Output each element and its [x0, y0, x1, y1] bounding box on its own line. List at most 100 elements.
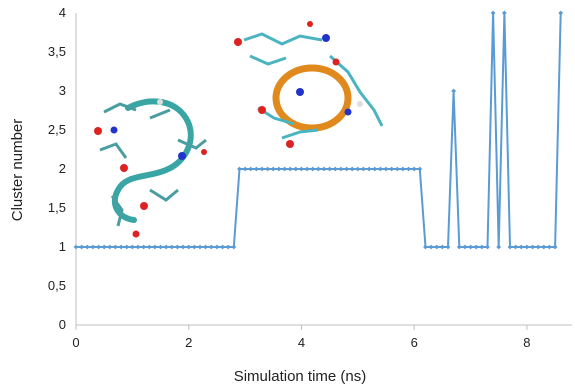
data-point-marker: [191, 244, 197, 250]
molecule-structure-image-left: [94, 98, 207, 238]
data-point-marker: [310, 166, 316, 172]
data-point-marker: [428, 244, 434, 250]
data-point-marker: [394, 166, 400, 172]
y-tick-label: 2: [59, 161, 66, 176]
data-point-marker: [338, 166, 344, 172]
data-point-marker: [118, 244, 124, 250]
data-point-marker: [315, 166, 321, 172]
plot-axes: [75, 13, 572, 326]
data-point-marker: [513, 244, 519, 250]
data-point-marker: [473, 244, 479, 250]
data-point-marker: [485, 244, 490, 250]
data-point-marker: [332, 166, 338, 172]
data-point-marker: [163, 244, 169, 250]
data-point-marker: [400, 166, 406, 172]
data-point-marker: [389, 166, 395, 172]
y-tick-label: 2,5: [48, 122, 66, 137]
y-tick-label: 1: [59, 239, 66, 254]
y-tick-label: 3: [59, 83, 66, 98]
data-point-marker: [90, 244, 96, 250]
data-point-marker: [287, 166, 293, 172]
data-point-marker: [344, 166, 349, 172]
data-point-marker: [355, 166, 361, 172]
data-point-marker: [293, 166, 299, 172]
data-point-marker: [231, 244, 237, 250]
data-point-marker: [248, 166, 254, 172]
data-point-marker: [445, 244, 451, 250]
data-point-marker: [276, 166, 282, 172]
data-point-marker: [377, 166, 383, 172]
data-point-marker: [349, 166, 355, 172]
data-point-marker: [524, 244, 530, 250]
data-point-marker: [73, 244, 79, 250]
y-tick-label: 3,5: [48, 44, 66, 59]
data-point-marker: [237, 166, 242, 172]
data-point-marker: [146, 244, 152, 250]
data-point-marker: [124, 244, 130, 250]
data-point-marker: [535, 244, 541, 250]
y-tick-label: 4: [59, 5, 66, 20]
data-point-marker: [366, 166, 372, 172]
data-point-marker: [265, 166, 271, 172]
data-point-marker: [530, 244, 535, 250]
data-point-marker: [242, 166, 248, 172]
data-point-marker: [501, 10, 507, 16]
x-tick-label: 6: [411, 335, 418, 350]
x-axis-title: Simulation time (ns): [234, 368, 367, 385]
data-point-marker: [152, 244, 158, 250]
x-axis-ticks: 0 2 4 6 8: [72, 325, 531, 350]
data-point-marker: [383, 166, 389, 172]
data-point-marker: [253, 166, 259, 172]
data-point-marker: [208, 244, 214, 250]
data-point-marker: [270, 166, 276, 172]
data-point-marker: [180, 244, 186, 250]
data-point-marker: [547, 244, 552, 250]
data-point-marker: [101, 244, 107, 250]
data-point-marker: [423, 244, 428, 250]
x-tick-label: 2: [185, 335, 192, 350]
y-tick-label: 1,5: [48, 200, 66, 215]
data-point-marker: [175, 244, 180, 250]
data-point-marker: [186, 244, 192, 250]
data-point-marker: [169, 244, 175, 250]
data-point-marker: [541, 244, 547, 250]
data-point-marker: [282, 166, 287, 172]
data-point-marker: [135, 244, 141, 250]
data-point-marker: [158, 244, 163, 250]
data-point-marker: [456, 244, 462, 250]
data-point-marker: [113, 244, 118, 250]
data-point-marker: [327, 166, 333, 172]
data-point-marker: [507, 244, 513, 250]
x-tick-label: 8: [523, 335, 530, 350]
y-tick-label: 0,5: [48, 278, 66, 293]
y-axis-ticks: 0 0,5 1 1,5 2 2,5 3 3,5 4: [48, 5, 66, 332]
data-point-marker: [411, 166, 417, 172]
data-point-marker: [299, 166, 304, 172]
data-point-marker: [225, 244, 231, 250]
data-point-marker: [496, 244, 502, 250]
data-point-marker: [214, 244, 220, 250]
data-point-marker: [372, 166, 378, 172]
data-point-marker: [304, 166, 310, 172]
data-point-marker: [434, 244, 440, 250]
data-point-marker: [490, 10, 496, 16]
data-point-marker: [468, 244, 473, 250]
data-point-marker: [479, 244, 485, 250]
data-point-marker: [220, 244, 225, 250]
data-point-marker: [361, 166, 366, 172]
molecule-structure-image-right: [234, 21, 384, 148]
data-point-marker: [203, 244, 209, 250]
data-point-marker: [141, 244, 147, 250]
data-point-marker: [96, 244, 101, 250]
data-point-marker: [259, 166, 265, 172]
data-point-marker: [451, 88, 457, 94]
y-tick-label: 0: [59, 317, 66, 332]
data-point-marker: [552, 244, 558, 250]
data-point-marker: [79, 244, 85, 250]
x-tick-label: 4: [298, 335, 305, 350]
data-point-marker: [406, 166, 411, 172]
data-point-marker: [417, 166, 423, 172]
data-point-marker: [321, 166, 327, 172]
data-point-marker: [84, 244, 90, 250]
